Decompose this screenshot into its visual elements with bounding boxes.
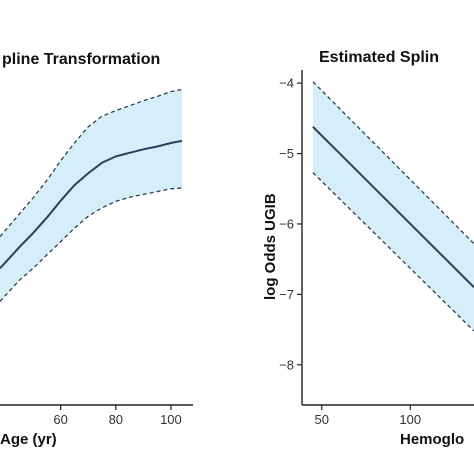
hemoglobin-y-tick-label: −7 — [279, 287, 294, 302]
age-x-tick-label: 60 — [53, 412, 67, 427]
hemoglobin-spline-plot-area — [312, 81, 474, 332]
hemoglobin-upper-bound-line — [312, 81, 474, 245]
hemoglobin-lower-bound-line — [312, 172, 474, 332]
hemoglobin-x-axis-label: Hemoglo — [400, 431, 464, 448]
log-odds-y-axis-label: log Odds UGIB — [262, 193, 279, 300]
age-x-axis-label: Age (yr) — [0, 431, 57, 448]
age-spline-axes: 60 80 100 — [0, 404, 193, 427]
age-spline-panel: pline Transformation Age (yr) 60 80 100 — [0, 51, 193, 448]
hemoglobin-spline-estimate-line — [312, 126, 474, 289]
age-spline-title: pline Transformation — [2, 51, 160, 68]
hemoglobin-y-tick-label: −4 — [279, 76, 294, 91]
hemoglobin-y-tick-label: −6 — [279, 216, 294, 231]
age-upper-bound-line — [0, 88, 183, 238]
hemoglobin-x-tick-label: 100 — [399, 412, 421, 427]
age-x-tick-label: 100 — [160, 412, 182, 427]
hemoglobin-spline-title: Estimated Splin — [319, 49, 439, 66]
age-lower-bound-line — [0, 187, 183, 302]
hemoglobin-spline-axes: 50 100 −4 −5 −6 −7 −8 — [279, 70, 474, 427]
age-spline-plot-area — [0, 88, 183, 302]
age-confidence-band — [0, 89, 182, 302]
hemoglobin-y-tick-label: −8 — [279, 357, 294, 372]
hemoglobin-spline-panel: Estimated Splin Hemoglo log Odds UGIB 50… — [262, 49, 474, 448]
hemoglobin-x-tick-label: 50 — [314, 412, 328, 427]
age-x-tick-label: 80 — [109, 412, 123, 427]
age-spline-estimate-line — [0, 139, 183, 269]
hemoglobin-y-tick-label: −5 — [279, 146, 294, 161]
